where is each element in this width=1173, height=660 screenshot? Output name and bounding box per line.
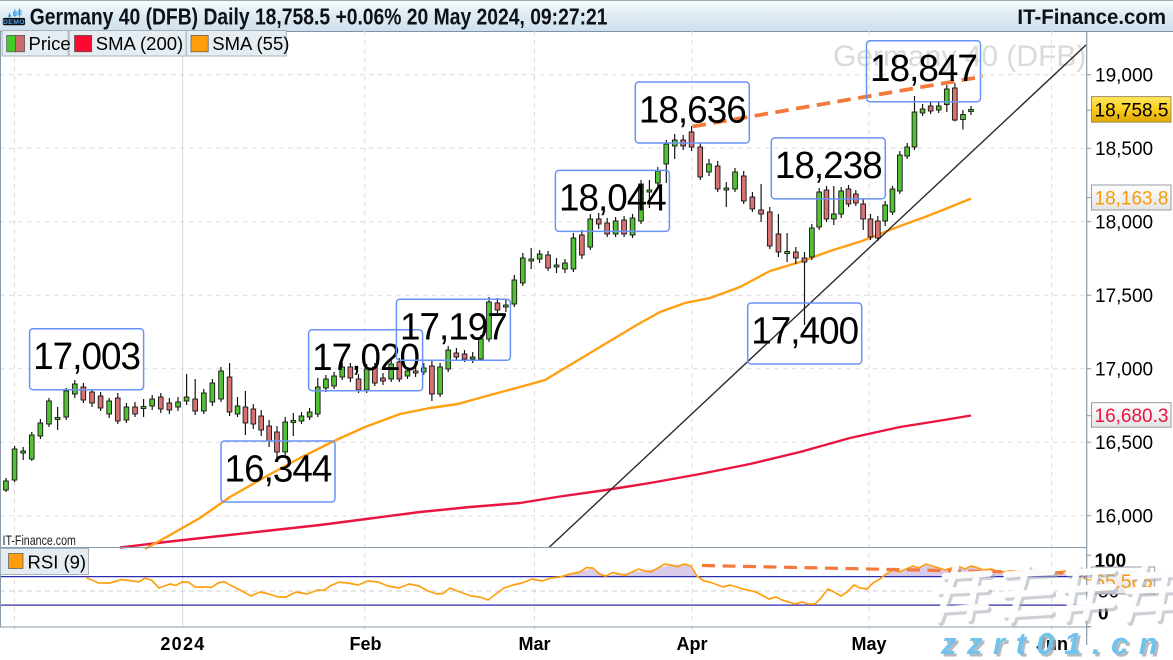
svg-text:16,500: 16,500 xyxy=(1095,433,1153,454)
svg-text:Feb: Feb xyxy=(349,634,381,654)
svg-text:18,847: 18,847 xyxy=(870,46,977,89)
svg-text:IT-Finance.com: IT-Finance.com xyxy=(3,533,76,549)
svg-text:SMA (200): SMA (200) xyxy=(96,33,183,54)
svg-text:zzrt01.cn: zzrt01.cn xyxy=(943,629,1171,660)
svg-text:0: 0 xyxy=(1098,604,1109,625)
svg-text:18,238: 18,238 xyxy=(775,144,882,187)
svg-text:18,758.5: 18,758.5 xyxy=(1095,100,1169,121)
svg-text:Mar: Mar xyxy=(518,634,550,654)
svg-text:17,500: 17,500 xyxy=(1095,286,1153,307)
svg-text:Jun: Jun xyxy=(1036,634,1068,654)
svg-text:Price: Price xyxy=(29,33,71,54)
svg-text:18,500: 18,500 xyxy=(1095,139,1153,160)
svg-text:May: May xyxy=(851,634,886,654)
svg-text:SMA (55): SMA (55) xyxy=(212,33,289,54)
svg-text:zzrt01.cn: zzrt01.cn xyxy=(940,626,1168,660)
svg-text:17,003: 17,003 xyxy=(33,334,140,377)
svg-text:Apr: Apr xyxy=(677,634,708,654)
svg-text:DEMO: DEMO xyxy=(3,19,25,26)
svg-text:RSI (9): RSI (9) xyxy=(28,552,87,573)
svg-text:16,680.3: 16,680.3 xyxy=(1095,406,1169,427)
svg-text:Germany 40 (DFB) Daily 18,758.: Germany 40 (DFB) Daily 18,758.5 +0.06% 2… xyxy=(30,5,608,30)
svg-text:Germany 40 (DFB): Germany 40 (DFB) xyxy=(833,40,1086,73)
svg-text:19,000: 19,000 xyxy=(1095,65,1153,86)
svg-text:17,197: 17,197 xyxy=(400,305,507,348)
svg-text:17,020: 17,020 xyxy=(312,336,419,379)
svg-text:2024: 2024 xyxy=(160,634,205,654)
svg-text:16,000: 16,000 xyxy=(1095,506,1153,527)
svg-text:17,400: 17,400 xyxy=(751,309,858,352)
svg-text:18,636: 18,636 xyxy=(639,88,746,131)
svg-text:18,163.8: 18,163.8 xyxy=(1095,188,1169,209)
svg-text:IT-Finance.com: IT-Finance.com xyxy=(1017,6,1166,30)
svg-text:17,000: 17,000 xyxy=(1095,359,1153,380)
svg-text:18,044: 18,044 xyxy=(559,176,666,219)
svg-text:18,000: 18,000 xyxy=(1095,212,1153,233)
svg-text:16,344: 16,344 xyxy=(225,447,332,490)
